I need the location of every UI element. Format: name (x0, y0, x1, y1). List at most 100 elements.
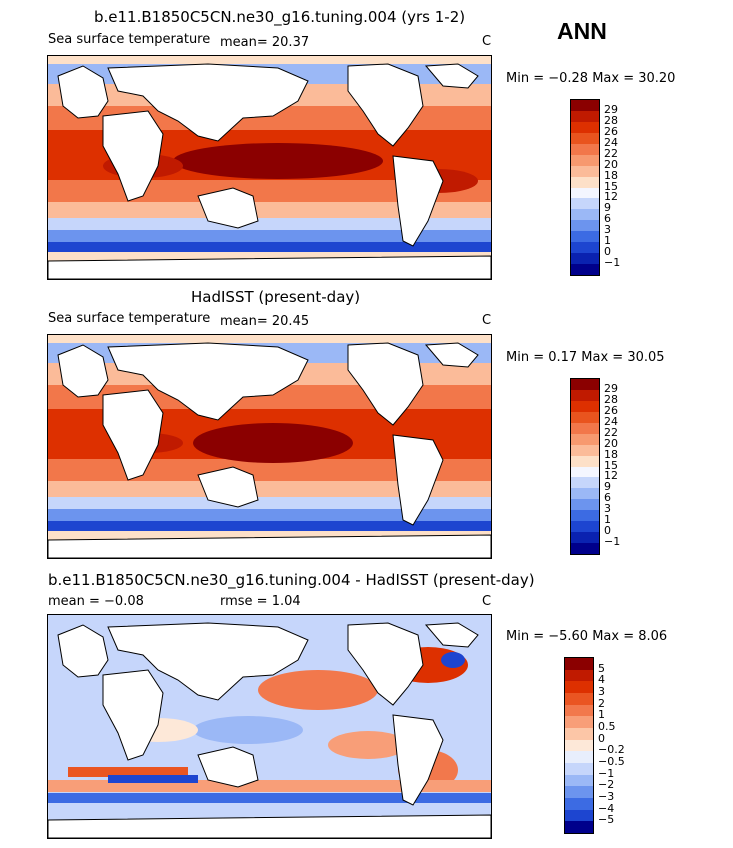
colorbar-tick-label: 2 (598, 696, 605, 710)
colorbar-tick-label: 0 (598, 731, 605, 745)
colorbar-tick-label: 9 (604, 480, 611, 494)
colorbar-cell (571, 510, 599, 522)
panel1-colorbar-cells (571, 100, 599, 275)
colorbar-cell (571, 209, 599, 221)
colorbar-tick-label: 22 (604, 146, 618, 160)
colorbar-cell (571, 165, 599, 177)
panel3-map (47, 614, 492, 839)
colorbar-tick-label: 20 (604, 436, 618, 450)
colorbar-tick-label: −1 (604, 256, 621, 270)
colorbar-tick-label: 15 (604, 179, 618, 193)
panel2-title: HadISST (present-day) (191, 288, 361, 306)
colorbar-cell (565, 751, 593, 763)
panel3-rmse: rmse = 1.04 (220, 594, 301, 609)
colorbar-tick-label: −0.2 (598, 743, 625, 757)
colorbar-tick-label: −2 (598, 778, 615, 792)
colorbar-tick-label: 20 (604, 157, 618, 171)
colorbar-cell (571, 400, 599, 412)
colorbar-tick-label: 18 (604, 447, 618, 461)
colorbar-tick-label: 3 (604, 223, 611, 237)
panel3-colorbar-cells (565, 658, 593, 833)
panel1-minmax: Min = −0.28 Max = 30.20 (506, 71, 676, 86)
colorbar-cell (565, 669, 593, 682)
colorbar-cell (571, 198, 599, 210)
colorbar-tick-label: −5 (598, 813, 615, 827)
colorbar-cell (571, 143, 599, 155)
colorbar-cell (565, 692, 593, 705)
colorbar-tick-label: 3 (598, 685, 605, 698)
colorbar-cell (571, 253, 599, 265)
colorbar-cell (565, 704, 593, 717)
panel3-map-svg (48, 615, 491, 838)
colorbar-cell (571, 532, 599, 544)
colorbar-tick-label: 26 (604, 403, 618, 417)
colorbar-tick-label: −1 (598, 766, 615, 780)
colorbar-cell (571, 379, 599, 390)
panel1-field-label: Sea surface temperature (48, 32, 211, 47)
colorbar-cell (571, 231, 599, 243)
colorbar-cell (571, 455, 599, 467)
colorbar-cell (571, 389, 599, 401)
panel1-colorbar (570, 99, 600, 276)
colorbar-cell (571, 264, 599, 275)
colorbar-tick-label: 0 (604, 524, 611, 538)
colorbar-cell (565, 762, 593, 775)
colorbar-cell (571, 466, 599, 478)
colorbar-cell (565, 786, 593, 798)
season-label: ANN (557, 18, 607, 44)
colorbar-cell (565, 739, 593, 752)
colorbar-cell (571, 220, 599, 232)
colorbar-cell (571, 110, 599, 122)
panel2-colorbar-cells (571, 379, 599, 554)
colorbar-tick-label: 0 (604, 245, 611, 259)
colorbar-cell (565, 809, 593, 822)
colorbar-tick-label: 0.5 (598, 720, 616, 733)
panel3-title: b.e11.B1850C5CN.ne30_g16.tuning.004 - Ha… (48, 571, 535, 589)
panel2-colorbar (570, 378, 600, 555)
colorbar-tick-label: 12 (604, 190, 618, 204)
colorbar-tick-label: −4 (598, 801, 615, 815)
colorbar-cell (565, 727, 593, 740)
colorbar-cell (565, 797, 593, 810)
colorbar-tick-label: 29 (604, 102, 618, 116)
colorbar-tick-label: 1 (604, 234, 611, 248)
panel2-minmax: Min = 0.17 Max = 30.05 (506, 350, 665, 365)
colorbar-tick-label: 24 (604, 414, 618, 428)
colorbar-cell (571, 477, 599, 489)
colorbar-cell (571, 499, 599, 511)
colorbar-cell (565, 821, 593, 833)
colorbar-tick-label: 12 (604, 469, 618, 483)
colorbar-cell (571, 411, 599, 423)
colorbar-cell (571, 132, 599, 144)
colorbar-cell (571, 176, 599, 188)
colorbar-cell (571, 444, 599, 456)
panel2-map-svg (48, 335, 491, 558)
panel1-title: b.e11.B1850C5CN.ne30_g16.tuning.004 (yrs… (94, 8, 466, 26)
panel3-mean: mean = −0.08 (48, 594, 144, 609)
colorbar-cell (571, 543, 599, 554)
panel1-mean: mean= 20.37 (220, 35, 310, 50)
colorbar-tick-label: 6 (604, 212, 611, 226)
colorbar-tick-label: 3 (604, 502, 611, 516)
colorbar-tick-label: 1 (598, 708, 605, 722)
panel1-map (47, 55, 492, 280)
panel1-map-svg (48, 56, 491, 279)
colorbar-tick-label: 28 (604, 392, 618, 406)
colorbar-cell (571, 433, 599, 445)
panel2-units: C (482, 313, 492, 328)
colorbar-tick-label: 29 (604, 381, 618, 395)
colorbar-tick-label: 6 (604, 491, 611, 505)
colorbar-tick-label: 4 (598, 673, 605, 687)
colorbar-cell (571, 521, 599, 533)
colorbar-cell (571, 187, 599, 199)
colorbar-tick-label: 24 (604, 135, 618, 149)
colorbar-cell (565, 716, 593, 728)
colorbar-cell (571, 154, 599, 166)
colorbar-tick-label: 22 (604, 425, 618, 439)
panel2-field-label: Sea surface temperature (48, 311, 211, 326)
panel1-units: C (482, 34, 492, 49)
colorbar-cell (571, 242, 599, 254)
panel2-map (47, 334, 492, 559)
colorbar-cell (571, 121, 599, 133)
colorbar-cell (571, 422, 599, 434)
